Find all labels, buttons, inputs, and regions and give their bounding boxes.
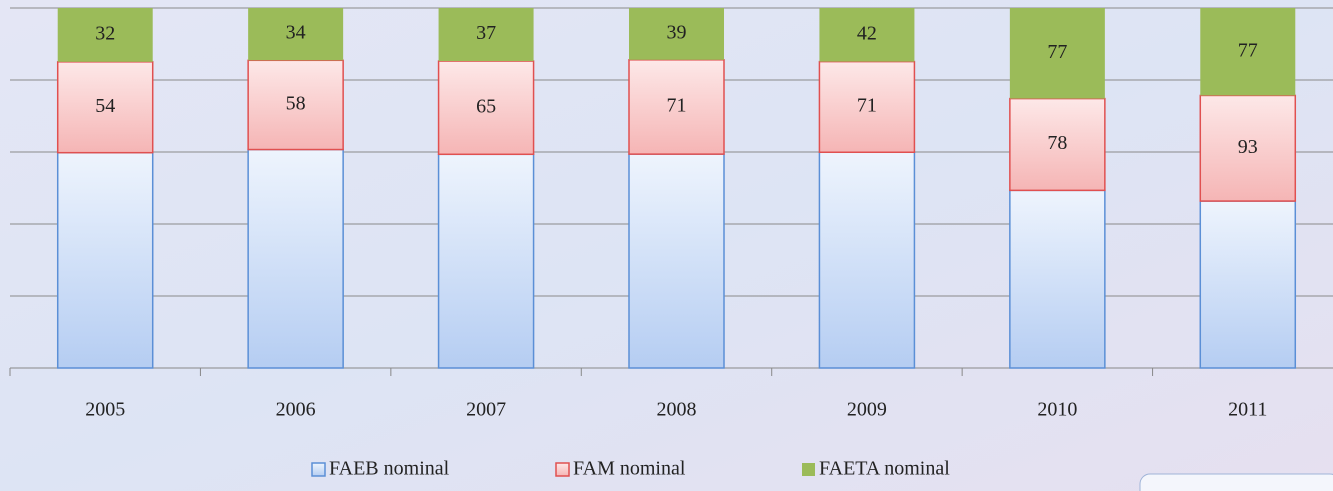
x-tick-label: 2009 xyxy=(847,399,887,421)
legend-label: FAEB nominal xyxy=(329,458,450,480)
bar-segment xyxy=(248,8,344,61)
decor-box xyxy=(1139,473,1333,491)
data-label: 93 xyxy=(1238,136,1258,158)
bar-segment xyxy=(1200,8,1296,96)
bar-segment xyxy=(818,60,916,154)
legend-marker xyxy=(802,463,815,476)
legend-label: FAM nominal xyxy=(573,458,686,480)
legend-label: FAETA nominal xyxy=(819,458,950,480)
bar-segment xyxy=(819,8,915,62)
bar-segment xyxy=(1009,8,1105,99)
data-label: 34 xyxy=(286,22,306,44)
bar-segment xyxy=(247,148,344,369)
bar-segment xyxy=(57,8,153,62)
legend-marker xyxy=(311,462,326,477)
data-label: 65 xyxy=(476,95,496,117)
x-tick-label: 2006 xyxy=(276,399,316,421)
x-tick-label: 2005 xyxy=(85,399,125,421)
bar-segment xyxy=(1199,94,1297,202)
x-tick-label: 2007 xyxy=(466,399,506,421)
data-label: 77 xyxy=(1238,39,1258,61)
data-label: 71 xyxy=(857,95,877,117)
data-label: 37 xyxy=(476,22,496,44)
legend-marker xyxy=(555,462,570,477)
bar-segment xyxy=(56,151,154,369)
data-label: 32 xyxy=(95,23,115,45)
bar-segment xyxy=(247,59,344,151)
x-tick-label: 2010 xyxy=(1037,399,1077,421)
bar-segment xyxy=(1199,200,1297,369)
bar-segment xyxy=(438,8,534,62)
x-tick-label: 2011 xyxy=(1228,399,1267,421)
bar-segment xyxy=(628,59,725,155)
data-label: 77 xyxy=(1047,41,1067,63)
x-tick-label: 2008 xyxy=(657,399,697,421)
bar-segment xyxy=(629,8,724,60)
bar-segment xyxy=(628,153,725,369)
bar-segment xyxy=(437,153,535,369)
data-label: 54 xyxy=(95,95,115,117)
data-label: 78 xyxy=(1047,132,1067,154)
bar-segment xyxy=(1009,189,1106,369)
bar-segment xyxy=(56,61,154,154)
data-label: 71 xyxy=(667,95,687,117)
bar-segment xyxy=(1009,97,1106,192)
data-label: 39 xyxy=(667,21,687,43)
bar-segment xyxy=(818,151,916,369)
data-label: 58 xyxy=(286,93,306,115)
bar-segment xyxy=(437,60,535,156)
data-label: 42 xyxy=(857,22,877,44)
